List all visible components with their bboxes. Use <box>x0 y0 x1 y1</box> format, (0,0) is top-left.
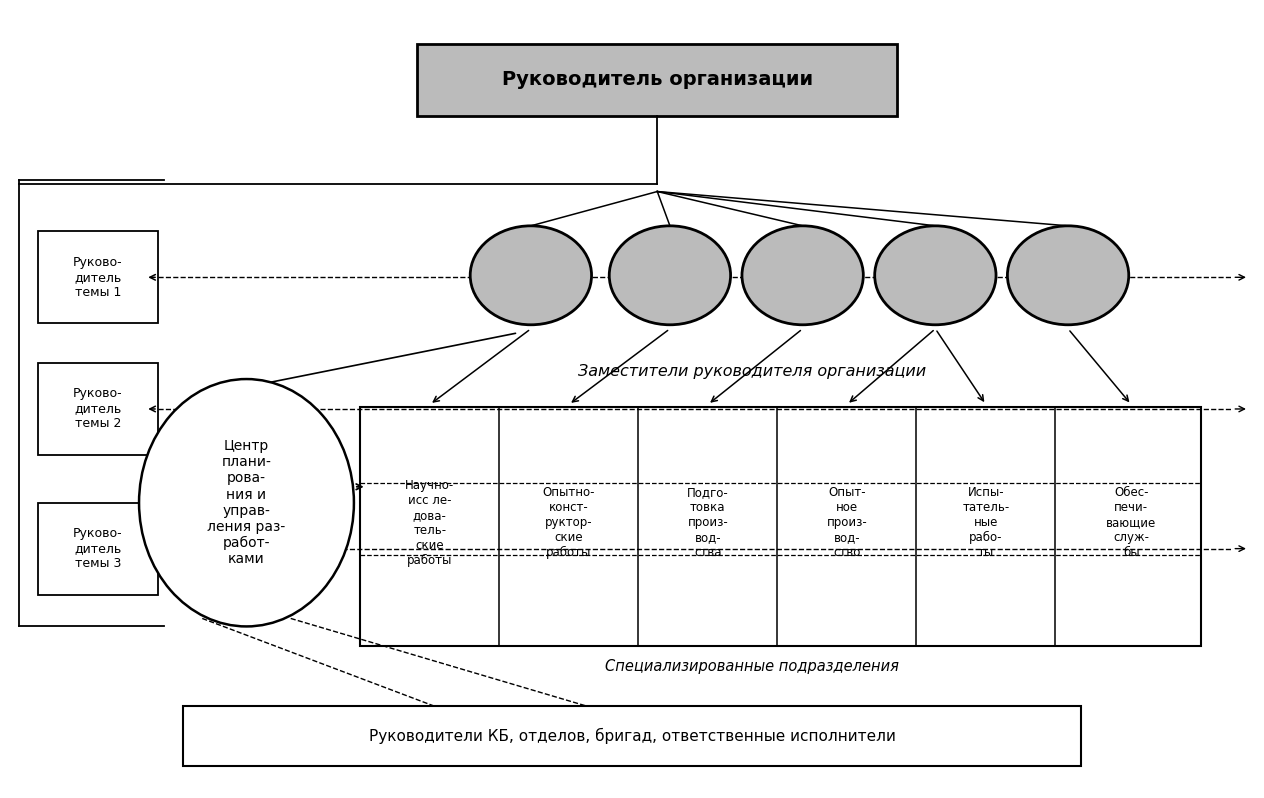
Bar <box>417 44 897 116</box>
Ellipse shape <box>1007 226 1129 325</box>
Text: Испы-
татель-
ные
рабо-
ты: Испы- татель- ные рабо- ты <box>962 486 1010 559</box>
Bar <box>38 503 158 595</box>
Ellipse shape <box>609 226 731 325</box>
Bar <box>38 363 158 455</box>
Ellipse shape <box>139 379 354 626</box>
Ellipse shape <box>742 226 863 325</box>
Ellipse shape <box>875 226 996 325</box>
Text: Центр
плани-
рова-
ния и
управ-
ления раз-
работ-
ками: Центр плани- рова- ния и управ- ления ра… <box>207 439 286 567</box>
Text: Руково-
дитель
темы 3: Руково- дитель темы 3 <box>73 527 123 570</box>
Text: Опыт-
ное
произ-
вод-
ство: Опыт- ное произ- вод- ство <box>827 486 867 559</box>
Text: Подго-
товка
произ-
вод-
ства: Подго- товка произ- вод- ства <box>686 486 729 559</box>
Bar <box>38 231 158 323</box>
Text: Руково-
дитель
темы 1: Руково- дитель темы 1 <box>73 256 123 298</box>
Text: Специализированные подразделения: Специализированные подразделения <box>605 659 899 674</box>
Bar <box>183 706 1081 766</box>
Text: Руково-
дитель
темы 2: Руково- дитель темы 2 <box>73 388 123 430</box>
Text: Руководитель организации: Руководитель организации <box>502 70 813 89</box>
Ellipse shape <box>470 226 592 325</box>
Text: Опытно-
конст-
руктор-
ские
работы: Опытно- конст- руктор- ские работы <box>542 486 595 559</box>
Bar <box>360 407 1201 646</box>
Text: Научно-
исс ле-
дова-
тель-
ские
работы: Научно- исс ле- дова- тель- ские работы <box>406 479 454 567</box>
Text: Обес-
печи-
вающие
служ-
бы: Обес- печи- вающие служ- бы <box>1106 486 1157 559</box>
Text: Руководители КБ, отделов, бригад, ответственные исполнители: Руководители КБ, отделов, бригад, ответс… <box>369 728 895 745</box>
Text: Заместители руководителя организации: Заместители руководителя организации <box>578 364 927 378</box>
